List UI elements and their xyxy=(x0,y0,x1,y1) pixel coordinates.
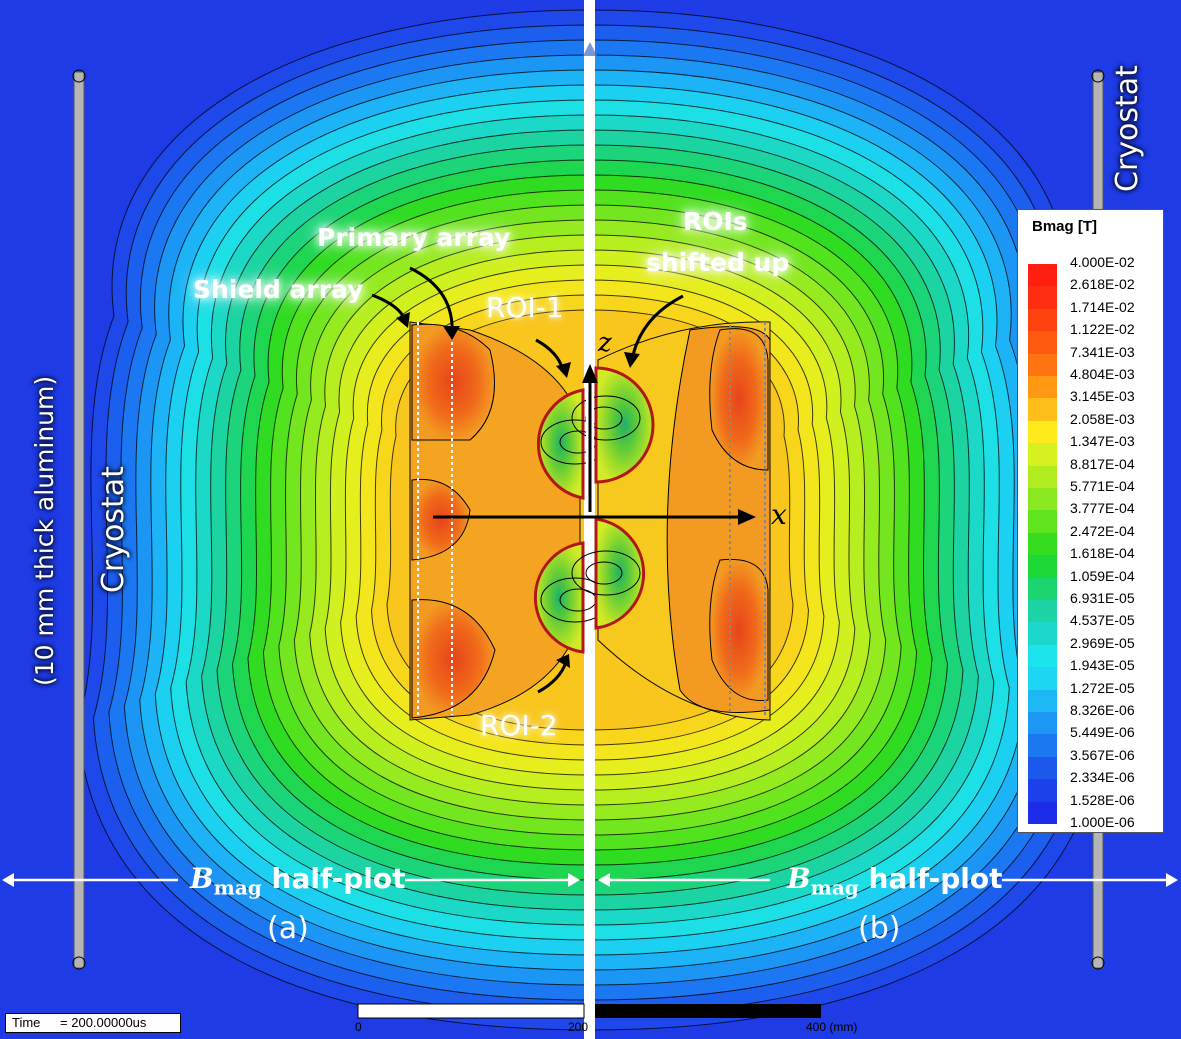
legend-swatch xyxy=(1028,510,1057,534)
scale-tick-200: 200 xyxy=(568,1020,589,1034)
legend-value: 1.528E-06 xyxy=(1070,791,1135,808)
half-plot-label-left: Bmag half-plot xyxy=(190,862,406,900)
scale-tick-400: 400 (mm) xyxy=(806,1020,858,1034)
scale-bar-black xyxy=(595,1004,821,1018)
legend-value: 5.449E-06 xyxy=(1070,724,1135,741)
annotation-arrowheads xyxy=(396,312,640,668)
legend-value: 6.931E-05 xyxy=(1070,590,1135,606)
legend-swatch xyxy=(1028,734,1057,758)
rois-shifted-arrow xyxy=(630,294,684,361)
legend-value: 3.777E-04 xyxy=(1070,500,1135,517)
legend-value: 4.804E-03 xyxy=(1070,366,1135,382)
legend-swatch xyxy=(1028,420,1057,444)
axes xyxy=(433,364,756,525)
legend-value: 1.272E-05 xyxy=(1070,679,1135,696)
legend-value: 1.618E-04 xyxy=(1070,545,1135,562)
roi-1-label: ROI-1 xyxy=(486,291,564,324)
legend-value: 1.122E-02 xyxy=(1070,321,1135,338)
legend-swatch xyxy=(1028,555,1057,579)
legend-swatch xyxy=(1028,600,1057,623)
x-axis-arrowhead xyxy=(738,509,756,525)
legend-swatch xyxy=(1028,308,1057,332)
panel-b-label: (b) xyxy=(858,911,901,946)
legend-swatch xyxy=(1028,264,1057,287)
right-array-region xyxy=(571,321,771,721)
legend-value: 2.334E-06 xyxy=(1070,769,1135,786)
legend-swatch xyxy=(1028,465,1057,489)
legend-swatch xyxy=(1028,712,1057,735)
legend-swatch xyxy=(1028,667,1057,691)
legend-value: 5.771E-04 xyxy=(1070,478,1135,494)
legend-value: 1.059E-04 xyxy=(1070,567,1135,584)
legend-value: 4.537E-05 xyxy=(1070,612,1135,629)
legend-value: 1.000E-06 xyxy=(1070,814,1135,830)
legend-value: 8.326E-06 xyxy=(1070,702,1135,718)
shield-array-label: Shield array xyxy=(193,275,364,304)
left-array-region xyxy=(409,321,610,721)
roi-2-right xyxy=(594,517,646,630)
legend-value: 3.567E-06 xyxy=(1070,746,1135,763)
legend-title: Bmag [T] xyxy=(1032,218,1097,235)
legend-value: 1.943E-05 xyxy=(1070,657,1135,674)
half-plot-label-right: Bmag half-plot xyxy=(787,862,1003,900)
z-axis-label: z xyxy=(598,328,612,358)
rois-shifted-label-line2: shifted up xyxy=(646,248,790,277)
legend-swatch xyxy=(1028,488,1057,511)
cryostat-right-label: Cryostat xyxy=(1110,65,1145,192)
legend-swatch xyxy=(1028,756,1057,780)
rois-shifted-label-line1: ROIs xyxy=(683,207,748,236)
time-value: = 200.00000us xyxy=(60,1015,147,1030)
legend-swatch xyxy=(1028,532,1057,556)
bmag-legend: Bmag [T] 4.000E-02 2.618E-02 1.714E-02 1.12… xyxy=(1017,209,1164,833)
legend-swatch xyxy=(1028,577,1057,601)
center-divider xyxy=(584,0,595,1039)
legend-value: 2.618E-02 xyxy=(1070,276,1135,293)
legend-swatch xyxy=(1028,622,1057,646)
legend-swatch xyxy=(1028,286,1057,310)
legend-value: 7.341E-03 xyxy=(1070,343,1135,360)
legend-value: 4.000E-02 xyxy=(1070,254,1135,270)
legend-swatch xyxy=(1028,443,1057,467)
legend-value: 3.145E-03 xyxy=(1070,388,1135,405)
legend-value: 8.817E-04 xyxy=(1070,455,1135,472)
cryostat-wall-left xyxy=(73,71,85,969)
cryostat-left-label: Cryostat xyxy=(96,466,131,593)
time-label: Time xyxy=(12,1015,41,1030)
orientation-triad xyxy=(583,42,597,56)
legend-value: 1.347E-03 xyxy=(1070,433,1135,450)
half-plot-arrowheads xyxy=(2,873,1178,887)
primary-array-label: Primary array xyxy=(317,223,511,252)
legend-value: 2.058E-03 xyxy=(1070,410,1135,427)
legend-swatch xyxy=(1028,644,1057,668)
legend-swatch xyxy=(1028,353,1057,377)
legend-swatch xyxy=(1028,398,1057,422)
legend-value: 1.714E-02 xyxy=(1070,298,1135,315)
legend-value: 2.969E-05 xyxy=(1070,634,1135,651)
scale-bar-white xyxy=(357,1003,585,1019)
x-axis-label: x xyxy=(771,498,787,531)
scale-tick-0: 0 xyxy=(355,1020,362,1034)
roi-2-label: ROI-2 xyxy=(480,709,558,742)
roi-2-left xyxy=(533,541,585,654)
aluminum-note-label: (10 mm thick aluminum) xyxy=(30,375,59,686)
legend-swatch xyxy=(1028,331,1057,355)
panel-a-label: (a) xyxy=(267,911,309,946)
legend-swatch xyxy=(1028,801,1057,825)
legend-swatch xyxy=(1028,779,1057,803)
legend-swatch xyxy=(1028,376,1057,399)
legend-value: 2.472E-04 xyxy=(1070,522,1135,539)
legend-swatch xyxy=(1028,689,1057,713)
z-axis-arrowhead xyxy=(582,364,598,383)
time-box: Time = 200.00000us xyxy=(5,1013,181,1033)
